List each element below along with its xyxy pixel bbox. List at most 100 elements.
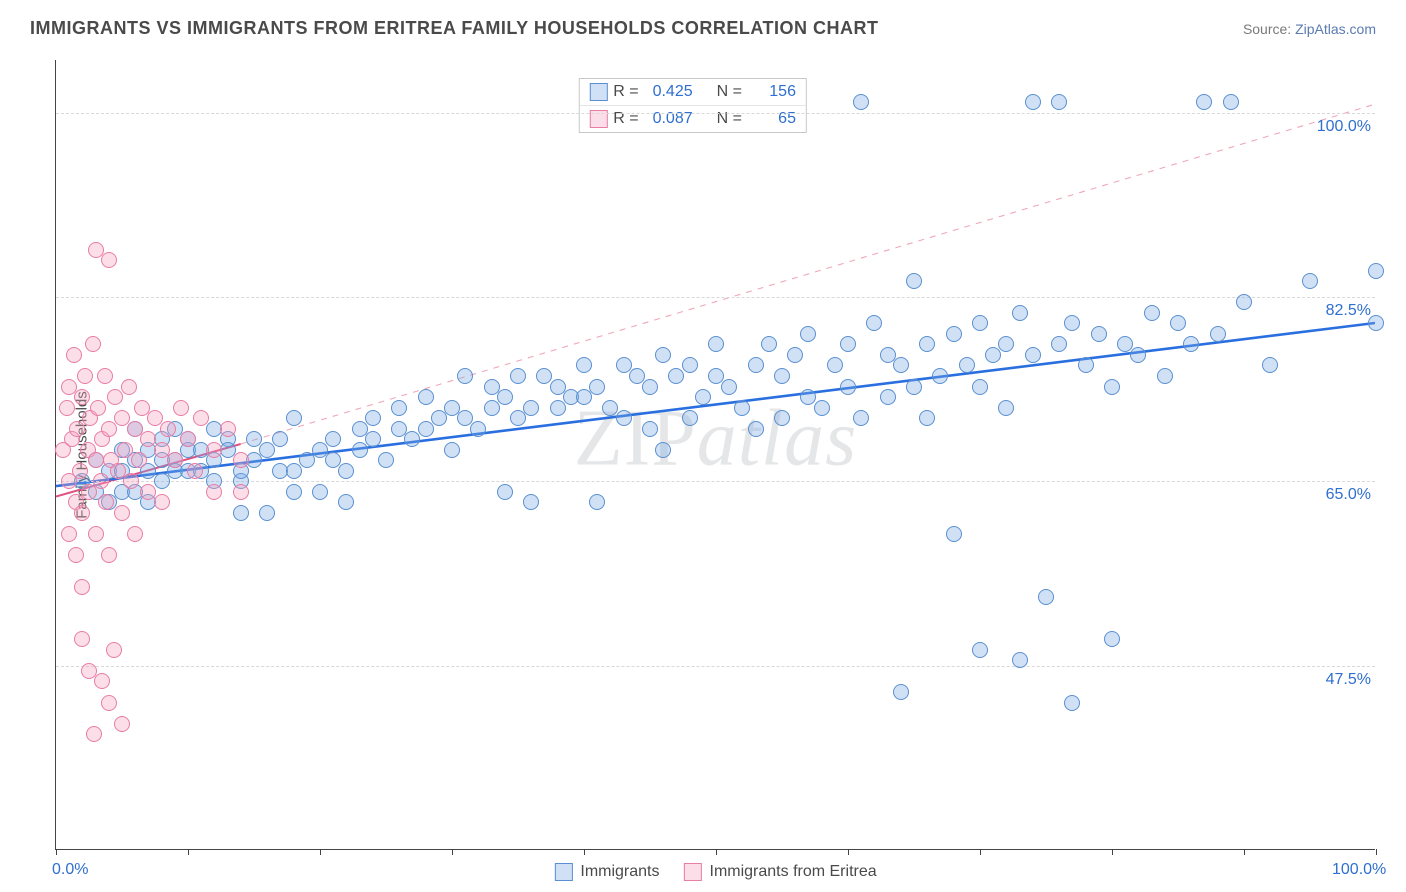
data-point-blue [259,442,275,458]
data-point-pink [88,526,104,542]
data-point-pink [160,421,176,437]
data-point-blue [365,431,381,447]
data-point-blue [1130,347,1146,363]
data-point-pink [123,473,139,489]
data-point-pink [77,368,93,384]
data-point-blue [589,494,605,510]
data-point-blue [946,526,962,542]
data-point-blue [352,442,368,458]
data-point-blue [682,410,698,426]
y-tick-label: 100.0% [1317,118,1377,136]
data-point-blue [510,410,526,426]
x-tick-mark [980,849,981,855]
x-tick-label: 100.0% [1332,861,1386,879]
data-point-pink [101,547,117,563]
data-point-blue [338,463,354,479]
y-tick-label: 65.0% [1326,486,1377,504]
data-point-pink [97,368,113,384]
legend-item: Immigrants from Eritrea [683,863,876,881]
plot-area: ZIPatlas Family Households R =0.425N =15… [55,60,1375,850]
swatch-blue [554,863,572,881]
data-point-blue [655,442,671,458]
data-point-blue [906,379,922,395]
data-point-blue [1025,94,1041,110]
data-point-blue [668,368,684,384]
data-point-blue [853,410,869,426]
data-point-blue [259,505,275,521]
data-point-blue [1025,347,1041,363]
data-point-blue [893,684,909,700]
data-point-blue [154,473,170,489]
data-point-blue [1196,94,1212,110]
source-link[interactable]: ZipAtlas.com [1295,21,1376,37]
data-point-blue [1262,357,1278,373]
data-point-blue [286,410,302,426]
data-point-blue [827,357,843,373]
data-point-blue [510,368,526,384]
data-point-pink [180,431,196,447]
stat-val-r: 0.425 [645,83,693,101]
legend-item: Immigrants [554,863,659,881]
legend-label: Immigrants from Eritrea [709,863,876,881]
data-point-blue [880,389,896,405]
data-point-blue [1223,94,1239,110]
data-point-pink [101,695,117,711]
data-point-blue [998,336,1014,352]
data-point-pink [167,452,183,468]
data-point-blue [286,484,302,500]
data-point-blue [946,326,962,342]
data-point-pink [72,463,88,479]
data-point-blue [444,442,460,458]
data-point-blue [1236,294,1252,310]
data-point-pink [101,421,117,437]
data-point-pink [206,484,222,500]
legend-label: Immigrants [580,863,659,881]
source-attribution: Source: ZipAtlas.com [1243,21,1376,37]
data-point-pink [98,494,114,510]
data-point-blue [1078,357,1094,373]
data-point-blue [1183,336,1199,352]
data-point-pink [86,726,102,742]
data-point-blue [576,357,592,373]
data-point-pink [173,400,189,416]
data-point-blue [484,400,500,416]
data-point-pink [114,505,130,521]
data-point-blue [748,357,764,373]
stat-label-n: N = [717,83,742,101]
data-point-blue [431,410,447,426]
data-point-blue [682,357,698,373]
data-point-pink [131,452,147,468]
data-point-pink [121,379,137,395]
x-tick-mark [1244,849,1245,855]
data-point-blue [1368,263,1384,279]
data-point-blue [972,642,988,658]
correlation-stats-box: R =0.425N =156R =0.087N =65 [578,78,807,133]
data-point-pink [74,631,90,647]
data-point-blue [378,452,394,468]
data-point-pink [220,421,236,437]
data-point-blue [497,484,513,500]
stat-label-r: R = [613,83,638,101]
data-point-blue [998,400,1014,416]
page-title: IMMIGRANTS VS IMMIGRANTS FROM ERITREA FA… [30,18,879,39]
data-point-pink [74,505,90,521]
data-point-blue [523,400,539,416]
data-point-pink [85,336,101,352]
data-point-blue [853,94,869,110]
gridline-h [56,297,1375,298]
data-point-blue [919,336,935,352]
data-point-pink [74,389,90,405]
data-point-blue [1104,631,1120,647]
data-point-blue [325,431,341,447]
data-point-blue [1368,315,1384,331]
data-point-blue [748,421,764,437]
data-point-blue [919,410,935,426]
data-point-pink [69,421,85,437]
data-point-blue [497,389,513,405]
data-point-pink [66,347,82,363]
data-point-blue [906,273,922,289]
data-point-blue [1104,379,1120,395]
y-tick-label: 47.5% [1326,671,1377,689]
swatch-blue [589,83,607,101]
data-point-blue [338,494,354,510]
